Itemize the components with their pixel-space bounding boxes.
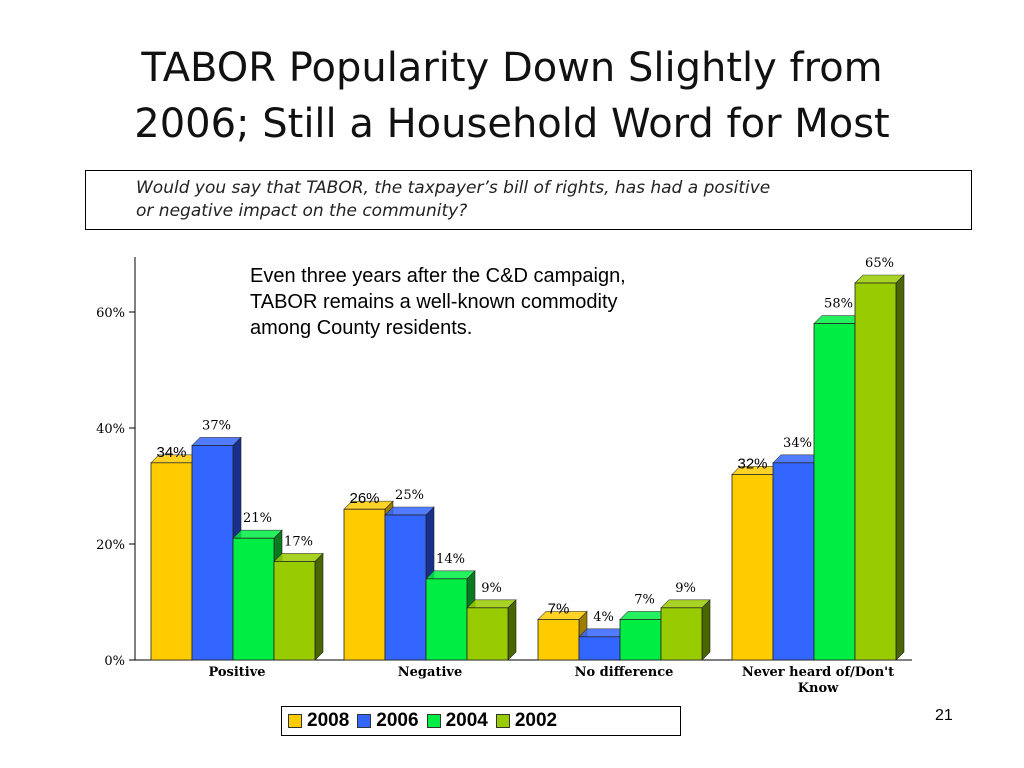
bar-side <box>314 552 324 661</box>
data-label: 34% <box>156 444 186 461</box>
question-box: Would you say that TABOR, the taxpayer’s… <box>85 170 972 230</box>
legend-label: 2006 <box>376 710 419 731</box>
page-number: 21 <box>935 707 953 724</box>
data-label: 14% <box>436 552 465 567</box>
legend-swatch <box>495 714 510 728</box>
data-label: 34% <box>783 436 812 451</box>
data-label: 9% <box>675 581 696 596</box>
question-line-1: Would you say that TABOR, the taxpayer’s… <box>136 178 771 198</box>
bar-top <box>384 506 435 516</box>
bar <box>273 561 316 661</box>
x-tick-label: No difference <box>575 665 674 680</box>
y-tick-label: 60% <box>96 306 125 321</box>
survey-question: Would you say that TABOR, the taxpayer’s… <box>136 177 946 223</box>
bar <box>660 607 703 661</box>
bar <box>731 473 774 661</box>
y-tick-label: 40% <box>96 422 125 437</box>
bar <box>191 444 234 661</box>
y-tick-label: 0% <box>104 654 125 669</box>
x-tick-label: Negative <box>398 665 462 680</box>
legend-swatch <box>357 714 372 728</box>
title-line-2: 2006; Still a Household Word for Most <box>134 101 890 147</box>
legend-swatch <box>426 714 441 728</box>
data-label: 25% <box>395 488 424 503</box>
bar <box>232 537 275 661</box>
slide-title: TABOR Popularity Down Slightly from 2006… <box>0 40 1024 152</box>
data-label: 58% <box>824 297 853 312</box>
bar-top <box>232 529 283 539</box>
bar <box>578 636 621 661</box>
bar <box>772 462 815 661</box>
bar <box>537 619 580 661</box>
title-line-1: TABOR Popularity Down Slightly from <box>141 45 883 91</box>
bar <box>384 514 427 661</box>
bar <box>150 462 193 661</box>
x-tick-label: Never heard of/Don't <box>742 665 894 680</box>
data-label: 17% <box>284 534 313 549</box>
bar <box>813 323 856 661</box>
bar-side <box>701 599 711 661</box>
legend-item: 2002 <box>495 710 558 732</box>
bar-top <box>854 274 905 284</box>
question-line-2: or negative impact on the community? <box>136 201 468 221</box>
legend-label: 2002 <box>514 710 558 731</box>
bar-top <box>273 553 324 562</box>
bar-top <box>425 570 476 580</box>
data-label: 26% <box>349 490 379 507</box>
x-tick-label: Positive <box>208 665 265 680</box>
note-line-3: among County residents. <box>250 317 473 339</box>
bar-top <box>660 599 711 609</box>
y-tick-label: 20% <box>96 538 125 553</box>
x-tick-label: Know <box>798 681 839 696</box>
data-label: 7% <box>548 600 570 617</box>
data-label: 37% <box>202 418 231 433</box>
data-label: 7% <box>634 592 655 607</box>
data-label: 32% <box>737 455 767 472</box>
bar <box>425 578 468 661</box>
data-label: 4% <box>593 610 614 625</box>
bar-top <box>466 599 517 609</box>
legend-swatch <box>288 714 302 728</box>
bar <box>619 619 662 661</box>
data-label: 65% <box>865 256 894 271</box>
annotation-note: Even three years after the C&D campaign,… <box>250 263 750 341</box>
note-line-1: Even three years after the C&D campaign, <box>250 265 626 287</box>
bar <box>343 508 386 661</box>
bar <box>854 282 897 661</box>
bar-side <box>895 274 905 661</box>
legend-item: 2004 <box>426 710 488 732</box>
bar <box>466 607 509 661</box>
data-label: 21% <box>243 511 272 526</box>
legend-item: 2006 <box>357 710 419 732</box>
data-label: 9% <box>481 581 502 596</box>
note-line-2: TABOR remains a well-known commodity <box>250 291 618 313</box>
legend-label: 2008 <box>307 710 350 731</box>
bar-side <box>507 599 517 661</box>
legend-item: 2008 <box>288 710 349 732</box>
bar-top <box>191 437 242 446</box>
legend-label: 2004 <box>445 710 488 731</box>
chart-legend: 2008 2006 2004 2002 <box>281 706 681 736</box>
